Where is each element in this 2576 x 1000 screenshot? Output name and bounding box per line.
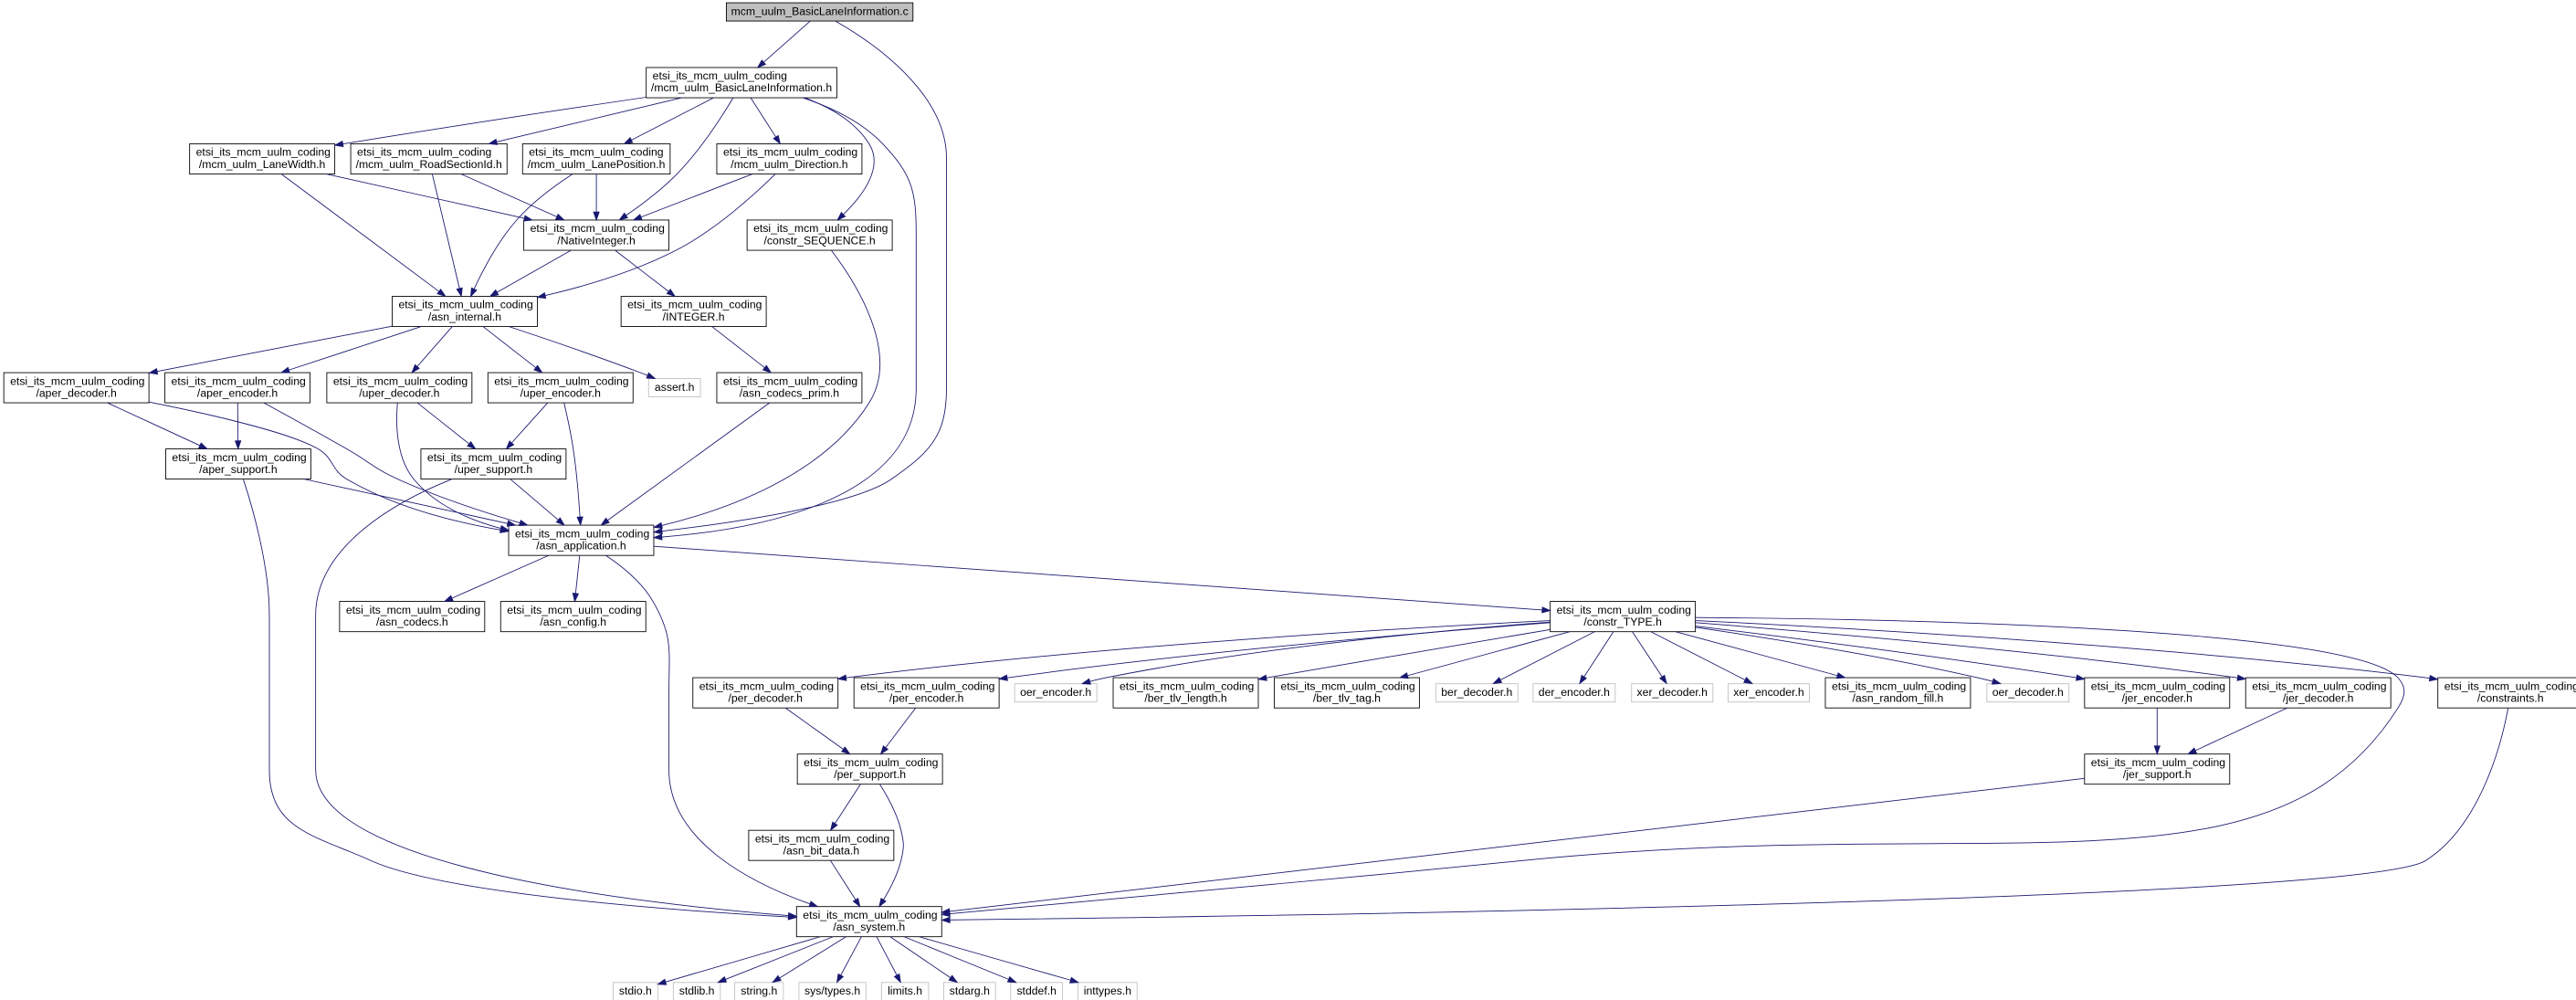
svg-text:/asn_config.h: /asn_config.h [540,616,606,628]
svg-text:etsi_its_mcm_uulm_coding: etsi_its_mcm_uulm_coding [723,374,857,387]
svg-text:etsi_its_mcm_uulm_coding: etsi_its_mcm_uulm_coding [196,146,331,159]
svg-text:/aper_support.h: /aper_support.h [199,463,278,476]
svg-text:etsi_its_mcm_uulm_coding: etsi_its_mcm_uulm_coding [172,374,306,387]
svg-text:etsi_its_mcm_uulm_coding: etsi_its_mcm_uulm_coding [529,146,663,159]
svg-text:stdarg.h: stdarg.h [950,984,990,997]
svg-text:/asn_codecs.h: /asn_codecs.h [376,616,448,628]
svg-text:/aper_decoder.h: /aper_decoder.h [37,386,117,399]
svg-text:/mcm_uulm_LanePosition.h: /mcm_uulm_LanePosition.h [528,158,666,171]
svg-text:/uper_encoder.h: /uper_encoder.h [520,386,601,399]
svg-text:etsi_its_mcm_uulm_coding: etsi_its_mcm_uulm_coding [494,374,628,387]
svg-text:oer_encoder.h: oer_encoder.h [1020,686,1091,699]
svg-text:xer_encoder.h: xer_encoder.h [1733,686,1803,699]
svg-text:/jer_decoder.h: /jer_decoder.h [2283,691,2353,704]
svg-text:/INTEGER.h: /INTEGER.h [663,311,725,323]
svg-text:/ber_tlv_tag.h: /ber_tlv_tag.h [1313,691,1381,704]
svg-text:etsi_its_mcm_uulm_coding: etsi_its_mcm_uulm_coding [531,222,665,235]
svg-text:oer_decoder.h: oer_decoder.h [1992,686,2064,699]
svg-text:/mcm_uulm_RoadSectionId.h: /mcm_uulm_RoadSectionId.h [356,158,502,171]
svg-text:/mcm_uulm_Direction.h: /mcm_uulm_Direction.h [731,158,847,171]
svg-text:/asn_random_fill.h: /asn_random_fill.h [1853,691,1944,704]
svg-text:/aper_encoder.h: /aper_encoder.h [197,386,278,399]
svg-text:xer_decoder.h: xer_decoder.h [1637,686,1708,699]
svg-text:etsi_its_mcm_uulm_coding: etsi_its_mcm_uulm_coding [804,756,938,769]
svg-text:stdlib.h: stdlib.h [679,984,715,997]
svg-text:limits.h: limits.h [888,984,922,997]
svg-text:/constraints.h: /constraints.h [2477,691,2544,704]
svg-text:etsi_its_mcm_uulm_coding: etsi_its_mcm_uulm_coding [515,527,649,540]
svg-text:etsi_its_mcm_uulm_coding: etsi_its_mcm_uulm_coding [755,832,889,845]
svg-text:/NativeInteger.h: /NativeInteger.h [557,234,636,247]
svg-text:etsi_its_mcm_uulm_coding: etsi_its_mcm_uulm_coding [1557,604,1691,616]
svg-text:stdio.h: stdio.h [619,984,652,997]
svg-text:etsi_its_mcm_uulm_coding: etsi_its_mcm_uulm_coding [2091,756,2225,769]
svg-text:/mcm_uulm_LaneWidth.h: /mcm_uulm_LaneWidth.h [199,158,325,171]
svg-text:etsi_its_mcm_uulm_coding: etsi_its_mcm_uulm_coding [753,222,888,235]
svg-text:etsi_its_mcm_uulm_coding: etsi_its_mcm_uulm_coding [10,374,144,387]
svg-text:etsi_its_mcm_uulm_coding: etsi_its_mcm_uulm_coding [653,69,787,82]
svg-text:/asn_system.h: /asn_system.h [833,921,905,933]
svg-text:etsi_its_mcm_uulm_coding: etsi_its_mcm_uulm_coding [398,299,532,311]
svg-text:mcm_uulm_BasicLaneInformation.: mcm_uulm_BasicLaneInformation.c [731,5,909,17]
svg-text:etsi_its_mcm_uulm_coding: etsi_its_mcm_uulm_coding [1120,679,1254,692]
svg-text:etsi_its_mcm_uulm_coding: etsi_its_mcm_uulm_coding [803,909,937,921]
svg-text:/mcm_uulm_BasicLaneInformation: /mcm_uulm_BasicLaneInformation.h [651,81,832,94]
svg-text:ber_decoder.h: ber_decoder.h [1441,686,1512,699]
svg-text:der_encoder.h: der_encoder.h [1539,686,1610,699]
svg-text:/asn_application.h: /asn_application.h [536,539,626,552]
svg-text:etsi_its_mcm_uulm_coding: etsi_its_mcm_uulm_coding [723,146,857,159]
svg-text:/constr_SEQUENCE.h: /constr_SEQUENCE.h [764,234,876,247]
svg-text:etsi_its_mcm_uulm_coding: etsi_its_mcm_uulm_coding [346,604,480,616]
svg-text:etsi_its_mcm_uulm_coding: etsi_its_mcm_uulm_coding [507,604,641,616]
svg-text:assert.h: assert.h [655,381,694,394]
svg-text:etsi_its_mcm_uulm_coding: etsi_its_mcm_uulm_coding [333,374,468,387]
svg-text:etsi_its_mcm_uulm_coding: etsi_its_mcm_uulm_coding [699,679,834,692]
svg-text:/jer_support.h: /jer_support.h [2123,768,2192,781]
svg-text:/per_support.h: /per_support.h [834,768,906,781]
svg-text:etsi_its_mcm_uulm_coding: etsi_its_mcm_uulm_coding [357,146,491,159]
svg-text:/per_encoder.h: /per_encoder.h [889,691,963,704]
svg-text:/asn_internal.h: /asn_internal.h [428,311,501,323]
svg-text:/per_decoder.h: /per_decoder.h [728,691,802,704]
svg-text:/constr_TYPE.h: /constr_TYPE.h [1583,616,1662,628]
svg-text:stddef.h: stddef.h [1016,984,1056,997]
svg-text:sys/types.h: sys/types.h [804,984,860,997]
svg-text:/ber_tlv_length.h: /ber_tlv_length.h [1144,691,1226,704]
svg-text:/jer_encoder.h: /jer_encoder.h [2122,691,2192,704]
svg-text:/uper_support.h: /uper_support.h [455,463,533,476]
svg-text:etsi_its_mcm_uulm_coding: etsi_its_mcm_uulm_coding [1280,679,1414,692]
svg-text:etsi_its_mcm_uulm_coding: etsi_its_mcm_uulm_coding [1832,679,1966,692]
svg-text:etsi_its_mcm_uulm_coding: etsi_its_mcm_uulm_coding [2445,679,2576,692]
svg-text:string.h: string.h [741,984,777,997]
svg-text:etsi_its_mcm_uulm_coding: etsi_its_mcm_uulm_coding [172,451,306,464]
svg-text:/asn_bit_data.h: /asn_bit_data.h [783,844,860,857]
svg-text:etsi_its_mcm_uulm_coding: etsi_its_mcm_uulm_coding [427,451,562,464]
svg-text:etsi_its_mcm_uulm_coding: etsi_its_mcm_uulm_coding [2252,679,2386,692]
svg-text:/asn_codecs_prim.h: /asn_codecs_prim.h [740,386,839,399]
svg-text:etsi_its_mcm_uulm_coding: etsi_its_mcm_uulm_coding [2091,679,2225,692]
svg-text:inttypes.h: inttypes.h [1084,984,1131,997]
svg-text:etsi_its_mcm_uulm_coding: etsi_its_mcm_uulm_coding [627,299,762,311]
svg-text:/uper_decoder.h: /uper_decoder.h [359,386,439,399]
svg-text:etsi_its_mcm_uulm_coding: etsi_its_mcm_uulm_coding [860,679,994,692]
